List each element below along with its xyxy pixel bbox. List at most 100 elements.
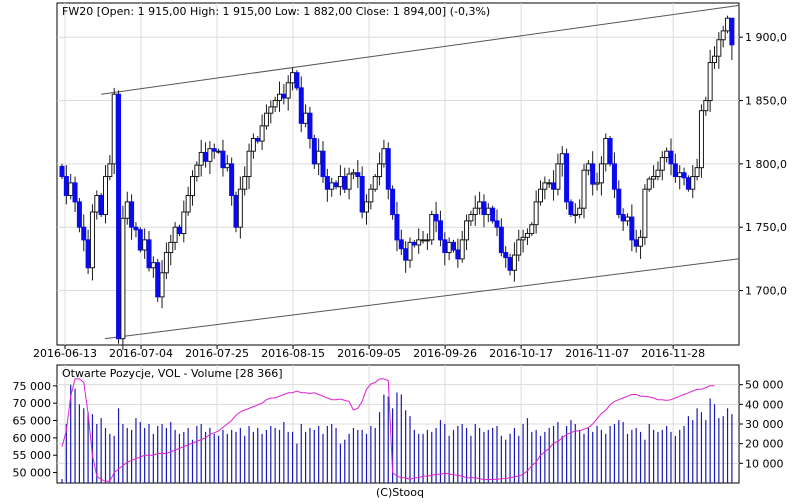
candle-up xyxy=(546,182,552,185)
candle-up xyxy=(542,182,548,190)
volume-y-tick-label: 50 000 xyxy=(745,379,784,392)
candle-down xyxy=(403,248,409,261)
trend-line-upper xyxy=(101,5,739,95)
candle-down xyxy=(85,239,91,269)
candle-up xyxy=(659,157,665,171)
candle-down xyxy=(398,239,404,250)
price-x-tick-label: 2016-08-15 xyxy=(261,347,325,360)
candle-up xyxy=(524,233,530,238)
candle-up xyxy=(372,176,378,190)
price-y-tick-label: 1 700,0 xyxy=(745,285,787,298)
candle-up xyxy=(272,100,278,108)
volume-y-tick-label: 10 000 xyxy=(745,457,784,470)
candle-up xyxy=(485,207,491,216)
candle-down xyxy=(129,201,135,228)
open-interest-series-line xyxy=(61,378,715,482)
price-chart-title: FW20 [Open: 1 915,00 High: 1 915,00 Low:… xyxy=(62,5,490,18)
price-x-axis: 2016-06-13 2016-07-04 2016-07-25 2016-08-15… xyxy=(33,345,705,360)
candle-up xyxy=(107,163,113,178)
candle-up xyxy=(68,182,74,197)
candle-up xyxy=(468,214,474,222)
candle-up xyxy=(555,163,561,190)
candle-down xyxy=(394,214,400,241)
candle-up xyxy=(303,112,309,124)
candle-up xyxy=(529,224,535,235)
candle-up xyxy=(181,211,187,235)
candle-up xyxy=(242,176,248,190)
price-x-tick-label: 2016-09-26 xyxy=(413,347,477,360)
candle-up xyxy=(120,217,126,340)
candle-up xyxy=(172,226,178,243)
candle-down xyxy=(176,226,182,235)
candle-up xyxy=(677,172,683,178)
candle-up xyxy=(707,62,713,102)
price-y-tick-label: 1 800,0 xyxy=(745,158,787,171)
candle-down xyxy=(281,93,287,99)
candle-down xyxy=(629,216,635,241)
footer-credit: (C)Stooq xyxy=(376,486,424,499)
candle-up xyxy=(511,254,517,271)
trend-line-lower xyxy=(104,258,739,340)
candle-down xyxy=(681,172,687,179)
candle-up xyxy=(346,173,352,190)
oi-y-tick-label: 65 000 xyxy=(13,415,52,428)
candle-up xyxy=(725,17,731,32)
candle-up xyxy=(268,106,274,114)
candle-down xyxy=(507,257,513,271)
candle-up xyxy=(581,169,587,209)
candle-up xyxy=(159,272,165,298)
candle-up xyxy=(598,163,604,184)
candle-down xyxy=(590,163,596,185)
candle-down xyxy=(385,148,391,190)
candle-down xyxy=(455,249,461,260)
candle-up xyxy=(350,172,356,175)
candle-up xyxy=(420,239,426,242)
candle-up xyxy=(698,110,704,169)
candle-down xyxy=(211,148,217,152)
candle-up xyxy=(150,262,156,269)
price-x-tick-label: 2016-09-05 xyxy=(337,347,401,360)
candle-down xyxy=(498,226,504,254)
candle-down xyxy=(307,112,313,140)
candles xyxy=(59,15,735,351)
candle-down xyxy=(116,93,122,340)
candle-down xyxy=(63,176,69,197)
price-x-tick-label: 2016-10-17 xyxy=(489,347,553,360)
candle-down xyxy=(59,165,65,178)
price-x-tick-label: 2016-07-04 xyxy=(109,347,173,360)
candle-up xyxy=(407,241,413,261)
candle-down xyxy=(98,195,104,216)
candle-up xyxy=(198,151,204,166)
candle-down xyxy=(390,188,396,216)
candle-up xyxy=(316,150,322,165)
candle-up xyxy=(585,163,591,171)
volume-y-tick-label: 20 000 xyxy=(745,438,784,451)
candle-up xyxy=(216,150,222,153)
candle-up xyxy=(224,163,230,169)
candle-down xyxy=(616,188,622,216)
price-y-tick-label: 1 900,0 xyxy=(745,31,787,44)
price-x-tick-label: 2016-11-07 xyxy=(565,347,629,360)
candle-up xyxy=(429,214,435,241)
candle-down xyxy=(229,163,235,197)
candle-up xyxy=(337,176,343,188)
candle-down xyxy=(76,201,82,228)
candle-down xyxy=(137,229,143,251)
candle-down xyxy=(433,214,439,222)
candle-down xyxy=(633,239,639,247)
volume-y-tick-label: 40 000 xyxy=(745,398,784,411)
price-x-tick-label: 2016-11-28 xyxy=(641,347,705,360)
price-grid xyxy=(57,3,739,345)
candle-down xyxy=(294,72,300,89)
candle-up xyxy=(642,188,648,238)
candle-up xyxy=(716,39,722,57)
candle-down xyxy=(220,150,226,169)
candle-down xyxy=(146,239,152,269)
oi-y-tick-label: 55 000 xyxy=(13,449,52,462)
candle-up xyxy=(516,239,522,256)
price-x-tick-label: 2016-07-25 xyxy=(185,347,249,360)
candle-down xyxy=(442,239,448,254)
candle-up xyxy=(111,93,117,165)
candle-up xyxy=(194,164,200,178)
